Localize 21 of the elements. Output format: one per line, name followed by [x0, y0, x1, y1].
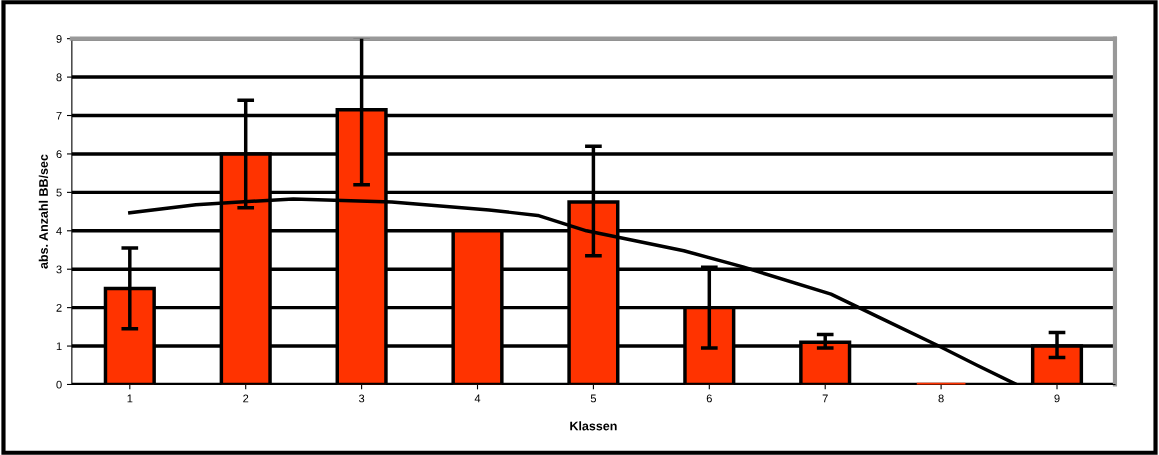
x-tick-label: 2 — [243, 394, 249, 403]
x-tick-label: 4 — [474, 394, 481, 403]
y-tick-label: 9 — [56, 34, 62, 43]
y-tick-label: 3 — [56, 265, 62, 274]
x-tick-label: 5 — [590, 394, 597, 403]
x-tick-label: 6 — [706, 394, 712, 403]
x-tick-label: 9 — [1054, 394, 1060, 403]
x-axis-title: Klassen — [570, 421, 617, 431]
x-tick-label: 8 — [938, 394, 944, 403]
y-tick-label: 6 — [56, 150, 62, 159]
y-tick-label: 0 — [56, 380, 62, 389]
y-tick-label: 5 — [56, 188, 62, 197]
x-tick-label: 1 — [127, 394, 133, 403]
x-tick-label: 3 — [358, 394, 365, 403]
y-tick-label: 8 — [56, 73, 62, 82]
y-axis-title: abs. Anzahl BB/sec — [38, 154, 49, 269]
y-tick-label: 4 — [56, 227, 62, 235]
y-tick-label: 7 — [56, 111, 62, 120]
x-tick-label: 7 — [822, 394, 828, 403]
y-tick-label: 2 — [56, 303, 62, 312]
y-tick-label: 1 — [56, 342, 62, 351]
